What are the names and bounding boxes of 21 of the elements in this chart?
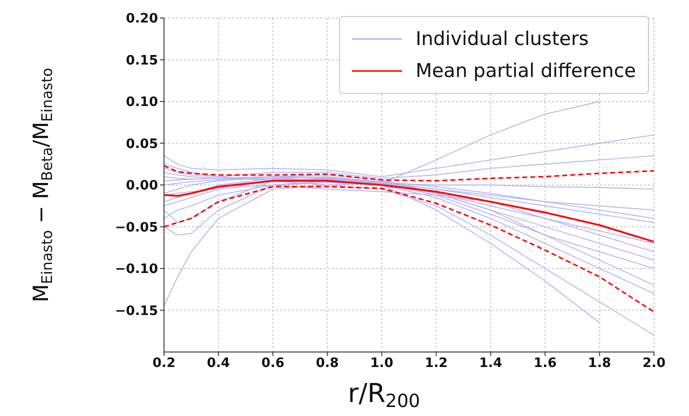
x-tick-label: 1.6 — [534, 356, 557, 372]
x-tick-label: 1.2 — [424, 356, 448, 372]
x-tick-label: 0.2 — [152, 356, 176, 372]
y-tick-label: 0.00 — [126, 178, 158, 194]
x-tick-label: 1.4 — [479, 356, 502, 372]
x-tick-label: 1.0 — [370, 356, 394, 372]
y-tick-label: −0.10 — [115, 262, 158, 278]
x-tick-label: 0.4 — [206, 356, 230, 372]
y-tick-label: −0.05 — [115, 220, 158, 236]
x-tick-label: 0.6 — [261, 356, 284, 372]
x-tick-label: 2.0 — [642, 356, 666, 372]
y-tick-label: 0.10 — [126, 95, 158, 110]
legend-label: Individual clusters — [416, 28, 589, 50]
y-tick-label: 0.20 — [126, 12, 158, 27]
y-tick-label: 0.05 — [126, 136, 158, 152]
x-tick-label: 0.8 — [316, 356, 339, 372]
y-tick-label: 0.15 — [126, 53, 158, 68]
x-tick-label: 1.8 — [588, 356, 612, 372]
x-axis-title: r/R$_{200}$ — [348, 379, 420, 412]
legend-label: Mean partial difference — [416, 60, 636, 82]
y-tick-label: −0.15 — [115, 304, 158, 319]
